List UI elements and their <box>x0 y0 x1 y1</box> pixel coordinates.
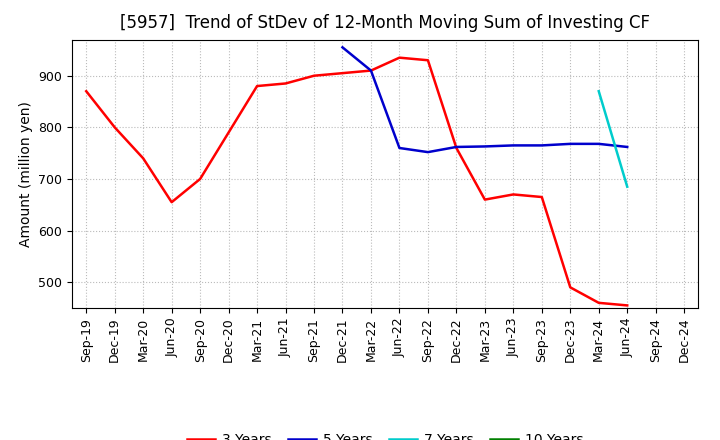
3 Years <box>623 303 631 308</box>
Line: 7 Years: 7 Years <box>599 91 627 187</box>
5 Years <box>452 144 461 150</box>
5 Years <box>566 141 575 147</box>
5 Years <box>595 141 603 147</box>
5 Years <box>480 144 489 149</box>
Line: 5 Years: 5 Years <box>343 48 627 152</box>
3 Years <box>110 125 119 130</box>
5 Years <box>623 144 631 150</box>
5 Years <box>395 145 404 150</box>
3 Years <box>537 194 546 200</box>
3 Years <box>310 73 318 78</box>
5 Years <box>423 150 432 155</box>
Title: [5957]  Trend of StDev of 12-Month Moving Sum of Investing CF: [5957] Trend of StDev of 12-Month Moving… <box>120 15 650 33</box>
3 Years <box>480 197 489 202</box>
3 Years <box>566 285 575 290</box>
3 Years <box>338 70 347 76</box>
7 Years <box>623 184 631 189</box>
5 Years <box>537 143 546 148</box>
5 Years <box>338 45 347 50</box>
3 Years <box>509 192 518 197</box>
3 Years <box>139 156 148 161</box>
3 Years <box>423 58 432 63</box>
3 Years <box>282 81 290 86</box>
3 Years <box>196 176 204 182</box>
5 Years <box>366 68 375 73</box>
Legend: 3 Years, 5 Years, 7 Years, 10 Years: 3 Years, 5 Years, 7 Years, 10 Years <box>181 428 589 440</box>
Y-axis label: Amount (million yen): Amount (million yen) <box>19 101 32 247</box>
3 Years <box>225 130 233 135</box>
3 Years <box>253 84 261 89</box>
Line: 3 Years: 3 Years <box>86 58 627 305</box>
3 Years <box>395 55 404 60</box>
5 Years <box>509 143 518 148</box>
3 Years <box>82 88 91 94</box>
3 Years <box>452 145 461 150</box>
7 Years <box>595 88 603 94</box>
3 Years <box>595 300 603 305</box>
3 Years <box>366 68 375 73</box>
3 Years <box>167 200 176 205</box>
